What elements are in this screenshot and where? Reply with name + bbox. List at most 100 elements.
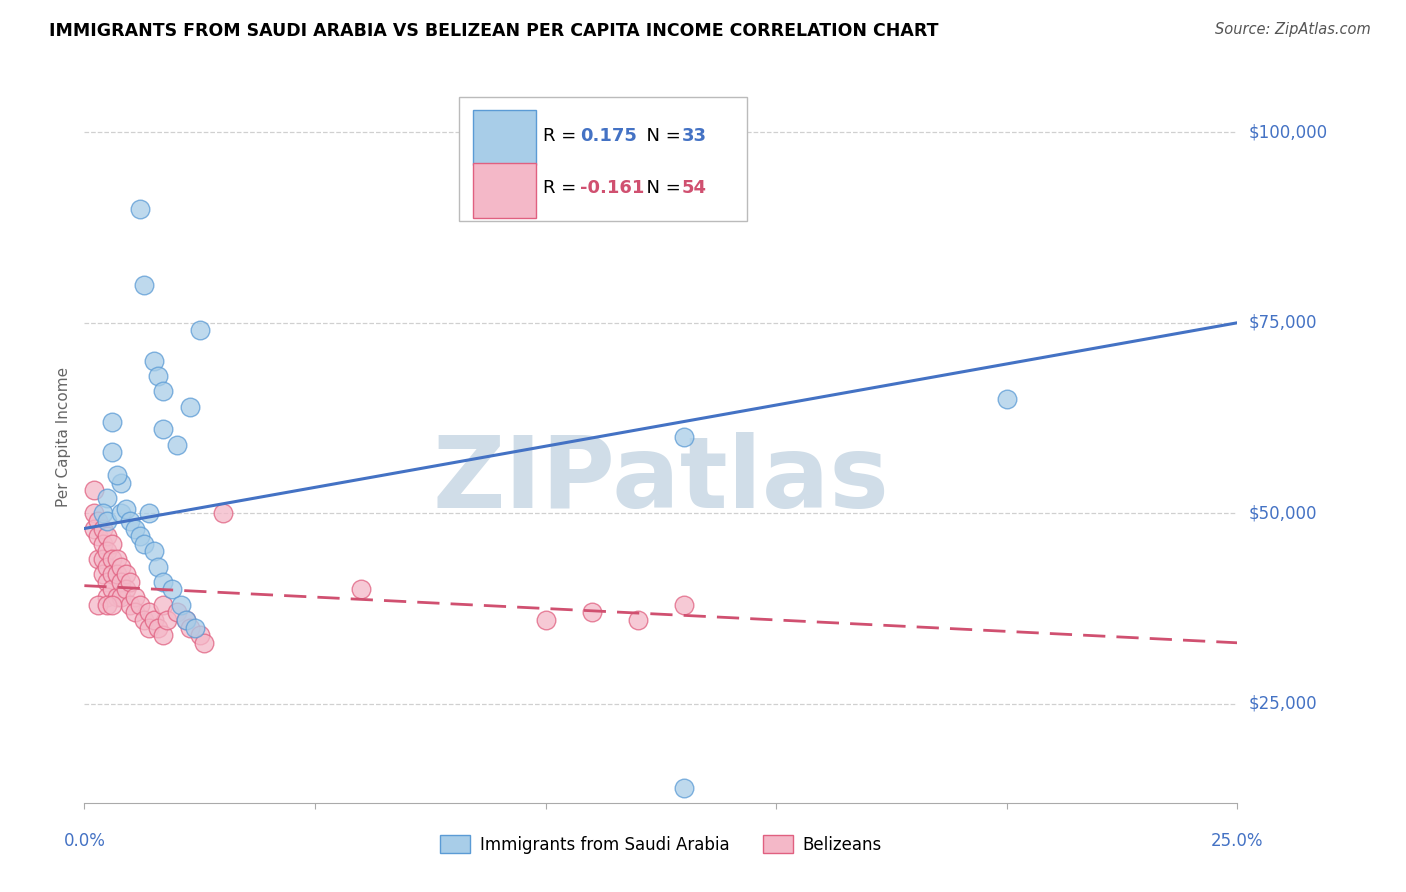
Point — [115, 502, 138, 516]
Point — [156, 613, 179, 627]
Point — [179, 621, 201, 635]
Point — [128, 202, 150, 216]
Point — [174, 613, 197, 627]
Point — [188, 323, 211, 337]
Point — [124, 590, 146, 604]
Text: N =: N = — [636, 127, 688, 145]
Point — [128, 598, 150, 612]
Text: N =: N = — [636, 179, 688, 197]
Point — [672, 598, 695, 612]
Text: $75,000: $75,000 — [1249, 314, 1317, 332]
Point — [101, 598, 124, 612]
Point — [83, 483, 105, 498]
Point — [115, 582, 138, 597]
Point — [110, 590, 132, 604]
Text: 0.175: 0.175 — [581, 127, 637, 145]
Text: R =: R = — [543, 179, 582, 197]
Point — [350, 582, 373, 597]
Point — [101, 537, 124, 551]
Point — [134, 537, 156, 551]
Point — [152, 628, 174, 642]
Point — [995, 392, 1018, 406]
Text: ZIPatlas: ZIPatlas — [433, 433, 889, 530]
Point — [174, 613, 197, 627]
Point — [110, 559, 132, 574]
Legend: Immigrants from Saudi Arabia, Belizeans: Immigrants from Saudi Arabia, Belizeans — [433, 829, 889, 860]
Point — [134, 613, 156, 627]
FancyBboxPatch shape — [460, 97, 748, 221]
Point — [105, 552, 128, 566]
Point — [188, 628, 211, 642]
Point — [110, 574, 132, 589]
Point — [138, 621, 160, 635]
Point — [105, 590, 128, 604]
Point — [101, 552, 124, 566]
Point — [91, 537, 114, 551]
Point — [87, 598, 110, 612]
Point — [672, 430, 695, 444]
Point — [96, 590, 118, 604]
Point — [91, 552, 114, 566]
Point — [91, 567, 114, 582]
Point — [101, 567, 124, 582]
Point — [105, 468, 128, 483]
Point — [124, 521, 146, 535]
Point — [138, 605, 160, 619]
FancyBboxPatch shape — [472, 110, 536, 165]
Text: -0.161: -0.161 — [581, 179, 644, 197]
Point — [184, 621, 207, 635]
Point — [166, 605, 188, 619]
Point — [96, 529, 118, 543]
Point — [96, 491, 118, 505]
Point — [211, 506, 233, 520]
Text: 0.0%: 0.0% — [63, 832, 105, 850]
Point — [138, 506, 160, 520]
Point — [146, 559, 169, 574]
Text: $100,000: $100,000 — [1249, 123, 1327, 141]
Point — [152, 574, 174, 589]
Point — [128, 529, 150, 543]
Point — [142, 613, 165, 627]
FancyBboxPatch shape — [472, 163, 536, 218]
Point — [91, 506, 114, 520]
Point — [142, 544, 165, 558]
Point — [146, 621, 169, 635]
Point — [120, 574, 142, 589]
Point — [96, 559, 118, 574]
Point — [160, 582, 183, 597]
Point — [101, 415, 124, 429]
Text: IMMIGRANTS FROM SAUDI ARABIA VS BELIZEAN PER CAPITA INCOME CORRELATION CHART: IMMIGRANTS FROM SAUDI ARABIA VS BELIZEAN… — [49, 22, 939, 40]
Point — [152, 422, 174, 436]
Text: $25,000: $25,000 — [1249, 695, 1317, 713]
Point — [146, 369, 169, 384]
Text: Source: ZipAtlas.com: Source: ZipAtlas.com — [1215, 22, 1371, 37]
Point — [120, 598, 142, 612]
Y-axis label: Per Capita Income: Per Capita Income — [56, 367, 72, 508]
Point — [627, 613, 650, 627]
Point — [87, 529, 110, 543]
Point — [96, 544, 118, 558]
Point — [124, 605, 146, 619]
Point — [83, 521, 105, 535]
Point — [87, 552, 110, 566]
Point — [120, 514, 142, 528]
Point — [179, 400, 201, 414]
Point — [193, 636, 215, 650]
Point — [101, 445, 124, 459]
Point — [134, 277, 156, 292]
Point — [96, 574, 118, 589]
Point — [110, 506, 132, 520]
Point — [96, 598, 118, 612]
Point — [83, 506, 105, 520]
Point — [91, 521, 114, 535]
Point — [581, 605, 603, 619]
Point — [110, 475, 132, 490]
Point — [101, 582, 124, 597]
Point — [672, 780, 695, 795]
Text: R =: R = — [543, 127, 582, 145]
Text: 33: 33 — [682, 127, 707, 145]
Text: 54: 54 — [682, 179, 707, 197]
Point — [115, 567, 138, 582]
Point — [105, 567, 128, 582]
Point — [152, 598, 174, 612]
